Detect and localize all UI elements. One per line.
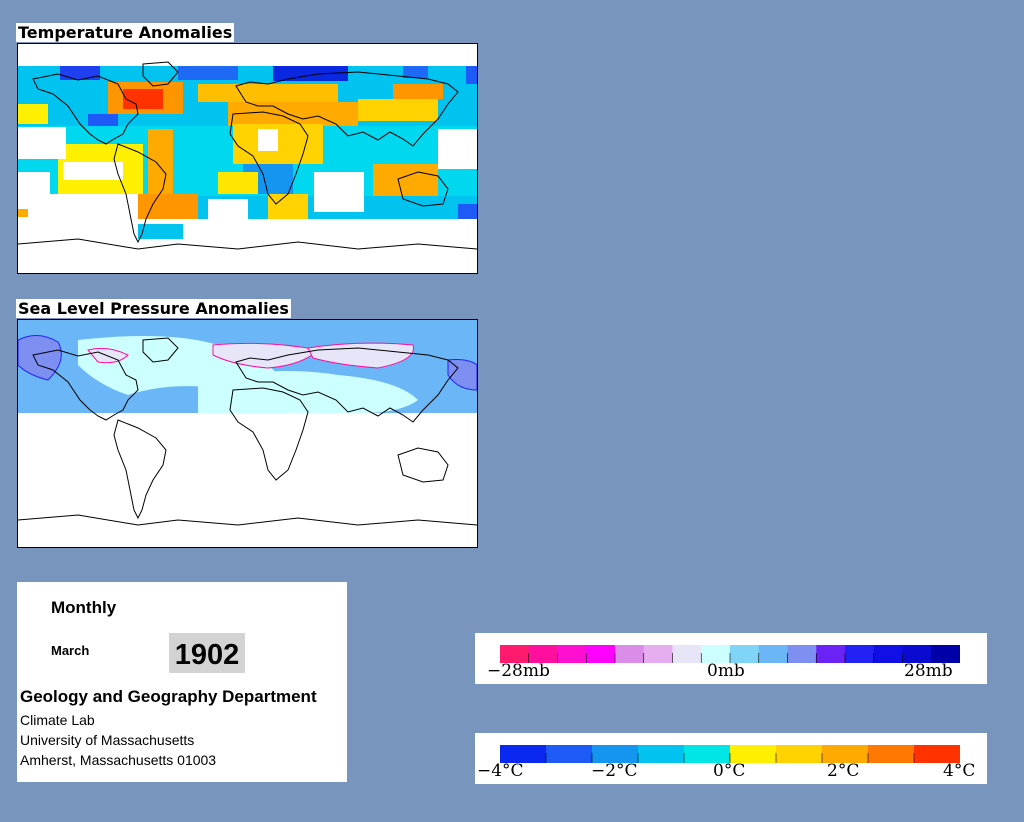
year-display: 1902 <box>169 633 245 673</box>
department-name: Geology and Geography Department <box>20 687 317 706</box>
pressure-colorbar-swatch <box>500 645 530 663</box>
pressure-panel-title: Sea Level Pressure Anomalies <box>16 299 291 318</box>
pressure-colorbar-swatch <box>873 645 903 663</box>
coastline-outlines <box>18 337 477 526</box>
temperature-colorbar-swatch <box>868 745 915 763</box>
pressure-colorbar-swatch <box>931 645 960 663</box>
frequency-label: Monthly <box>51 598 117 617</box>
pressure-colorbar-swatch <box>528 645 558 663</box>
pressure-colorbar-swatch <box>701 645 731 663</box>
pressure-colorbar-swatch <box>586 645 616 663</box>
pressure-anomaly-map <box>17 319 478 548</box>
pressure-colorbar-swatch <box>672 645 702 663</box>
temperature-colorbar-swatch <box>546 745 593 763</box>
pressure-colorbar-swatch <box>816 645 846 663</box>
temperature-legend: −4°C −2°C 0°C 2°C 4°C <box>475 733 987 784</box>
university-name: University of Massachusetts <box>20 732 195 748</box>
temperature-colorbar-swatch <box>822 745 869 763</box>
temperature-label-zero: 0°C <box>713 761 746 781</box>
temperature-anomaly-map <box>17 43 478 274</box>
temperature-label-minus4: −4°C <box>477 761 524 781</box>
pressure-colorbar-swatch <box>730 645 760 663</box>
pressure-colorbar <box>500 645 960 663</box>
info-panel: Monthly March 1902 Geology and Geography… <box>17 582 347 782</box>
pressure-colorbar-swatch <box>615 645 645 663</box>
temperature-colorbar-swatch <box>500 745 547 763</box>
temperature-label-plus4: 4°C <box>943 761 976 781</box>
temperature-panel-title: Temperature Anomalies <box>16 23 235 42</box>
pressure-label-max: 28mb <box>904 661 953 681</box>
temperature-anomaly-field <box>18 44 477 273</box>
temperature-label-minus2: −2°C <box>591 761 638 781</box>
pressure-anomaly-field <box>18 320 477 547</box>
temperature-colorbar <box>500 745 960 763</box>
coastline-outlines <box>18 61 477 250</box>
temperature-colorbar-swatch <box>592 745 639 763</box>
temperature-colorbar-swatch <box>638 745 685 763</box>
lab-name: Climate Lab <box>20 712 95 728</box>
temperature-colorbar-swatch <box>914 745 960 763</box>
pressure-label-min: −28mb <box>487 661 550 681</box>
pressure-label-zero: 0mb <box>707 661 745 681</box>
temperature-colorbar-swatch <box>776 745 823 763</box>
pressure-colorbar-swatch <box>758 645 788 663</box>
pressure-colorbar-swatch <box>845 645 875 663</box>
temperature-colorbar-swatch <box>730 745 777 763</box>
pressure-colorbar-swatch <box>902 645 932 663</box>
pressure-colorbar-swatch <box>557 645 587 663</box>
pressure-colorbar-swatch <box>643 645 673 663</box>
pressure-colorbar-swatch <box>787 645 817 663</box>
pressure-legend: −28mb 0mb 28mb <box>475 633 987 684</box>
temperature-colorbar-swatch <box>684 745 731 763</box>
address-line: Amherst, Massachusetts 01003 <box>20 752 217 768</box>
month-label: March <box>51 643 90 658</box>
temperature-label-plus2: 2°C <box>827 761 860 781</box>
